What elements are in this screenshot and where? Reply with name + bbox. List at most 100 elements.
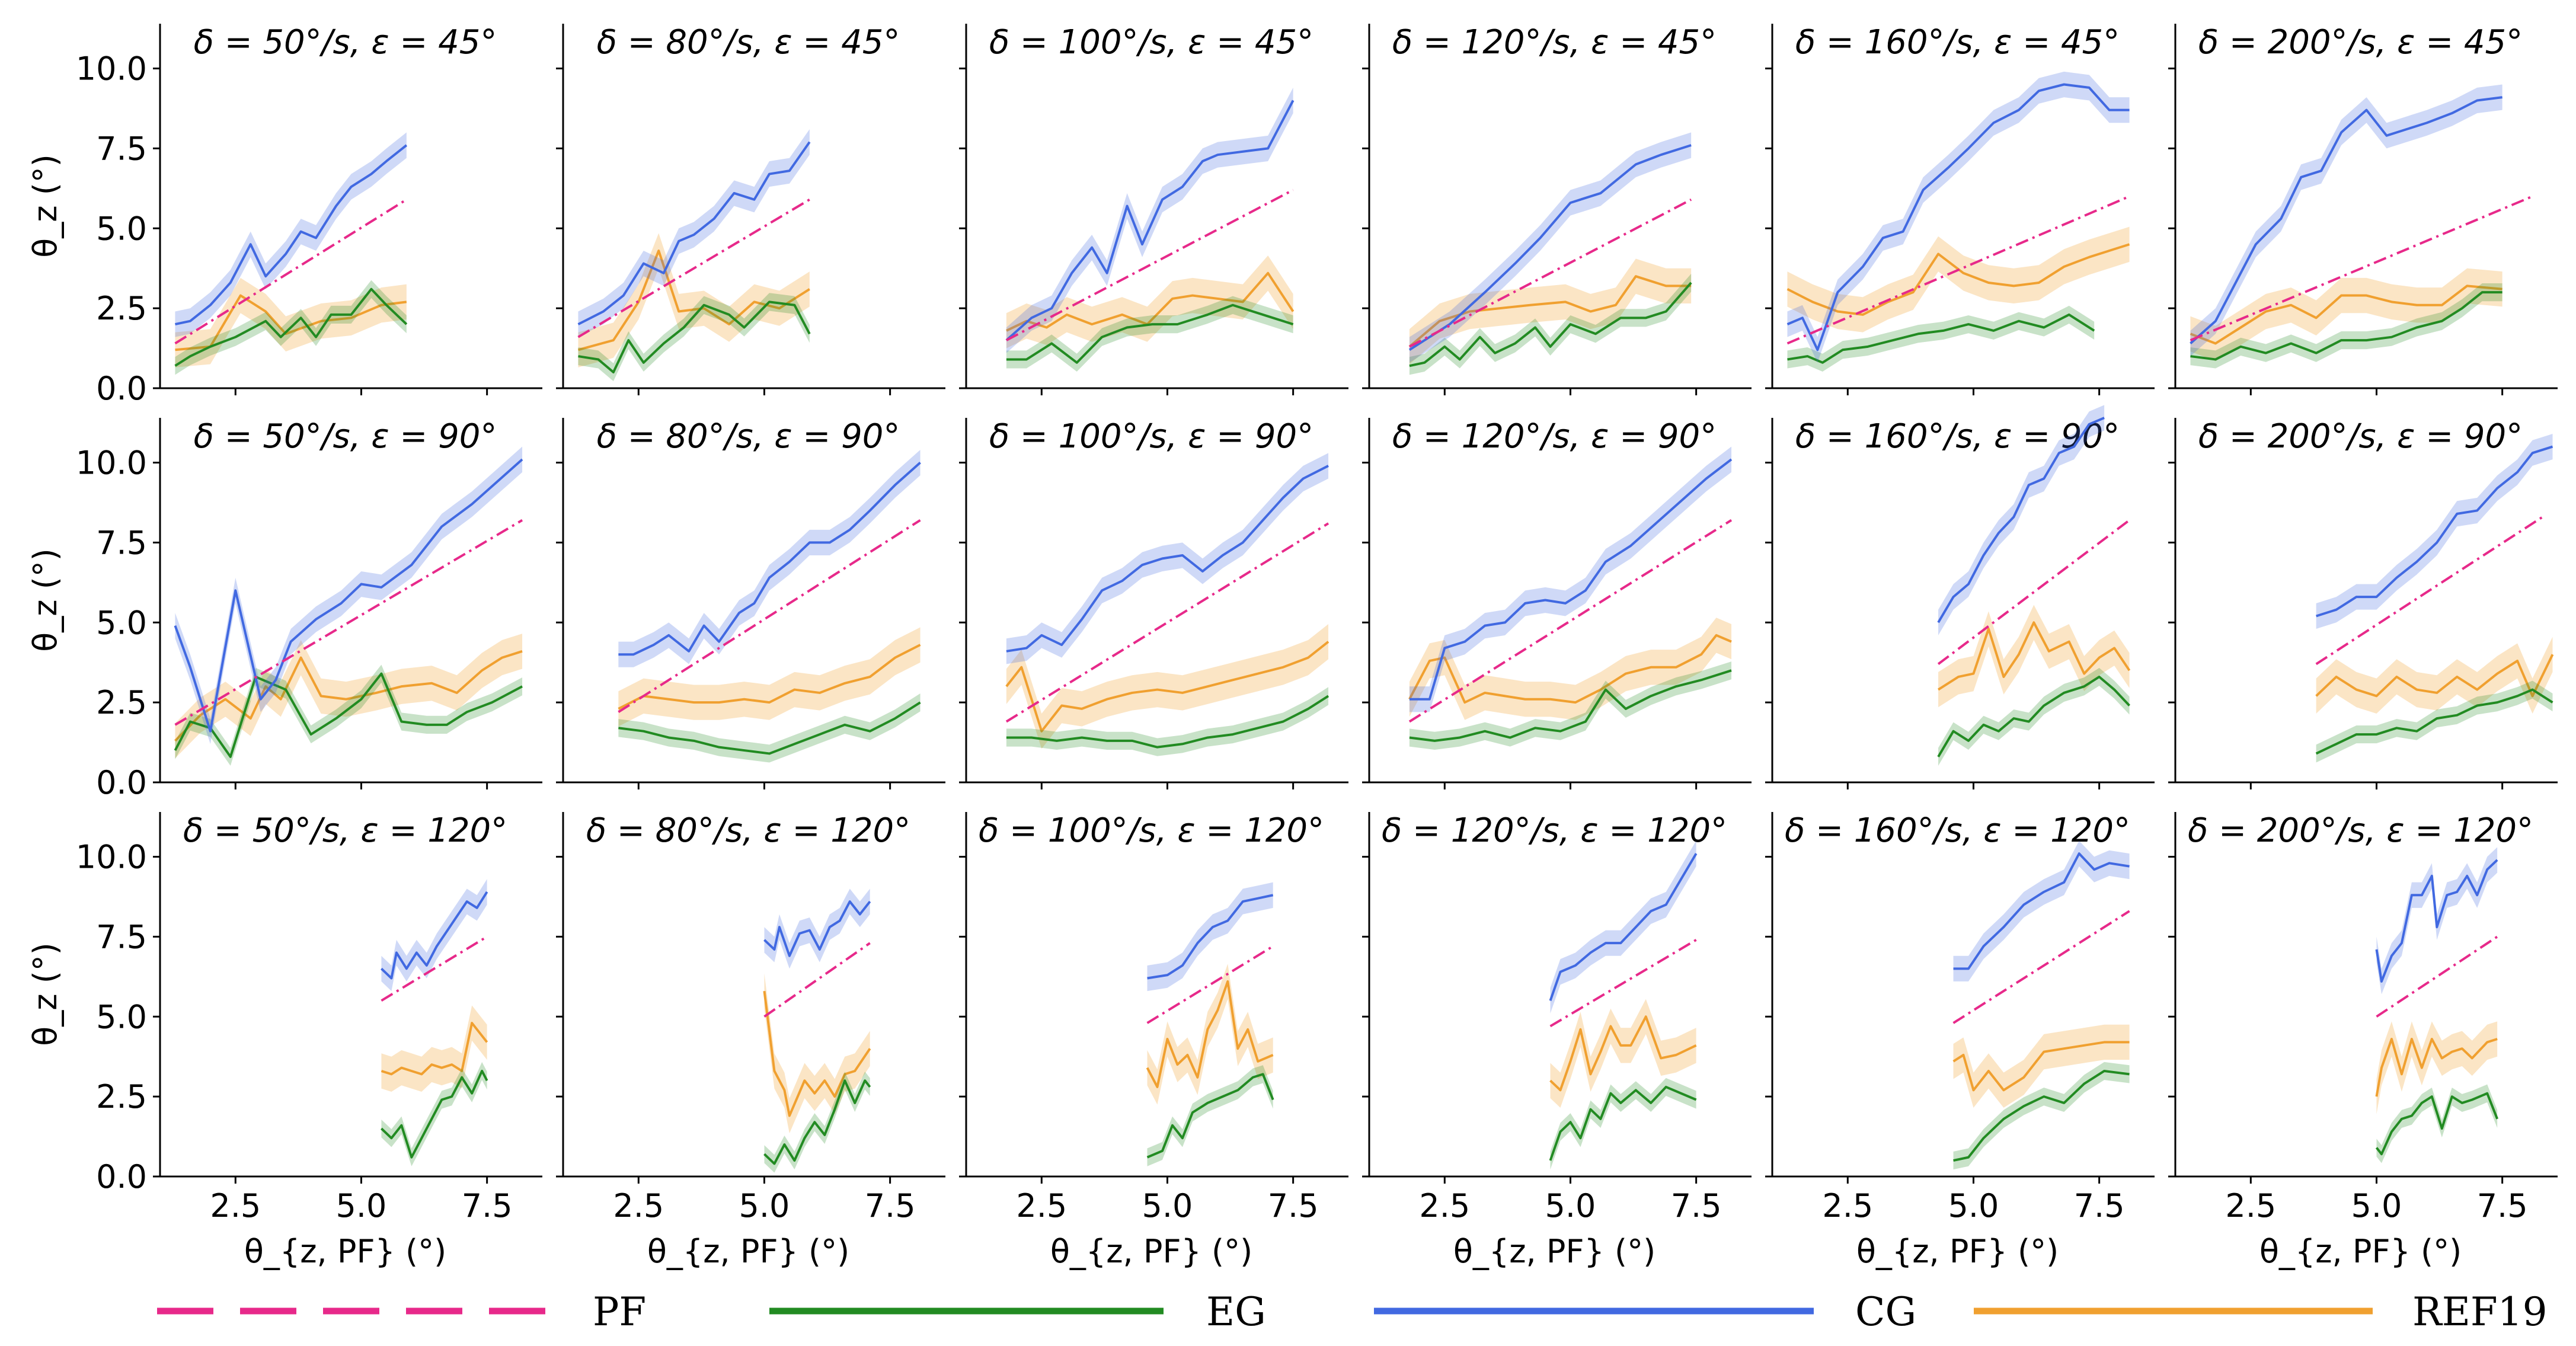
cg-ci-band (1409, 132, 1692, 363)
cg-ci-band (1409, 446, 1732, 712)
eg-ci-band (1550, 1078, 1696, 1170)
panel-r1-c2: δ = 80°/s, ε = 45° (556, 23, 945, 395)
cg-line (2316, 445, 2553, 618)
panel-title: δ = 200°/s, ε = 45° (2198, 23, 2523, 62)
panel-r3-c1: 0.0 2.5 5.0 7.5 10.0 2.5 5.0 7.5 θ_z (°) θ_{z, PF… (27, 811, 542, 1270)
pf-line (1005, 188, 1294, 341)
panel-r3-c6: 2.5 5.0 7.5 θ_{z, PF} (°) δ = 200°/s, ε = 12… (2168, 811, 2558, 1270)
panel-r2-c2: δ = 80°/s, ε = 90° (556, 417, 945, 789)
panel-title: δ = 50°/s, ε = 120° (183, 811, 507, 850)
ref19-line (618, 644, 921, 710)
y-tick-label: 5.0 (96, 210, 147, 247)
panel-title: δ = 100°/s, ε = 45° (989, 23, 1313, 62)
y-tick-label: 7.5 (96, 130, 147, 167)
y-tick-label: 5.0 (96, 998, 147, 1035)
legend-ref19-label: REF19 (2412, 1289, 2548, 1335)
eg-ci-band (1409, 273, 1692, 375)
cg-ci-band (175, 132, 407, 337)
panel-title: δ = 50°/s, ε = 45° (194, 23, 497, 62)
cg-line (1408, 144, 1692, 351)
y-tick-label: 2.5 (96, 1078, 147, 1115)
panel-title: δ = 80°/s, ε = 45° (597, 23, 900, 62)
ref19-line (1146, 980, 1274, 1088)
panel-r3-c5: 2.5 5.0 7.5 θ_{z, PF} (°) δ = 160°/s, ε = 12… (1765, 811, 2155, 1270)
panel-title: δ = 120°/s, ε = 90° (1392, 417, 1717, 456)
x-tick-label: 7.5 (1671, 1187, 1722, 1224)
cg-line (1937, 417, 2105, 624)
y-tick-label: 0.0 (96, 370, 147, 407)
cg-ci-band (2316, 433, 2553, 629)
eg-line (1953, 1069, 2130, 1162)
pf-line (174, 519, 523, 726)
pf-line (618, 519, 921, 714)
y-tick-label: 10.0 (76, 445, 147, 482)
eg-ci-band (2376, 1084, 2498, 1163)
x-axis-label: θ_{z, PF} (°) (1050, 1233, 1252, 1270)
x-tick-label: 2.5 (1419, 1187, 1470, 1224)
ref19-line (763, 990, 871, 1117)
panel-r1-c6: δ = 200°/s, ε = 45° (2168, 23, 2558, 395)
x-tick-label: 5.0 (2351, 1187, 2402, 1224)
y-tick-label: 2.5 (96, 684, 147, 721)
eg-ci-band (764, 1072, 870, 1173)
x-axis-label: θ_{z, PF} (°) (647, 1233, 849, 1270)
ref19-line (1786, 243, 2130, 316)
pf-line (2190, 195, 2533, 341)
pf-line (1549, 939, 1697, 1028)
eg-line (1787, 313, 2095, 364)
y-tick-label: 5.0 (96, 604, 147, 641)
legend-cg-label: CG (1855, 1289, 1916, 1335)
eg-ci-band (2316, 680, 2553, 763)
x-tick-label: 5.0 (1545, 1187, 1596, 1224)
x-tick-label: 5.0 (1948, 1187, 1999, 1224)
pf-line (577, 198, 810, 338)
x-axis-label: θ_{z, PF} (°) (244, 1233, 446, 1270)
ref19-ci-band (175, 634, 523, 759)
ref19-ci-band (1409, 258, 1692, 365)
x-tick-label: 7.5 (2074, 1187, 2125, 1224)
pf-line (1786, 195, 2130, 345)
panel-title: δ = 160°/s, ε = 120° (1785, 811, 2130, 850)
panel-title: δ = 100°/s, ε = 90° (989, 417, 1313, 456)
x-tick-label: 2.5 (2225, 1187, 2276, 1224)
y-axis-label: θ_z (°) (27, 548, 64, 652)
x-axis-label: θ_{z, PF} (°) (1453, 1233, 1655, 1270)
y-axis-label: θ_z (°) (27, 942, 64, 1046)
cg-ci-band (381, 879, 487, 992)
eg-ci-band (2190, 283, 2503, 369)
eg-ci-band (578, 293, 810, 382)
cg-line (2375, 859, 2498, 983)
ref19-ci-band (1938, 605, 2130, 708)
eg-line (2190, 291, 2503, 361)
panel-title: δ = 160°/s, ε = 45° (1795, 23, 2120, 62)
eg-ci-band (1006, 296, 1293, 372)
y-tick-label: 10.0 (76, 839, 147, 876)
x-axis-label: θ_{z, PF} (°) (1856, 1233, 2059, 1270)
pf-line (1952, 910, 2130, 1024)
panel-r1-c5: δ = 160°/s, ε = 45° (1765, 23, 2155, 395)
panel-title: δ = 120°/s, ε = 120° (1382, 811, 1727, 850)
cg-line (1005, 100, 1295, 341)
cg-ci-band (2190, 84, 2503, 357)
pf-line (174, 199, 407, 345)
ref19-ci-band (175, 277, 407, 367)
eg-line (618, 701, 921, 755)
ref19-ci-band (381, 1005, 487, 1092)
cg-line (1409, 458, 1733, 701)
eg-line (578, 300, 811, 374)
x-axis-label: θ_{z, PF} (°) (2259, 1233, 2462, 1270)
cg-line (1549, 853, 1698, 1001)
eg-ci-band (175, 664, 523, 766)
eg-line (174, 287, 408, 367)
y-tick-label: 10.0 (76, 50, 147, 88)
ref19-line (1952, 1041, 2130, 1092)
x-tick-label: 7.5 (462, 1187, 513, 1224)
pf-line (1937, 519, 2130, 665)
cg-line (175, 144, 408, 326)
cg-ci-band (1787, 71, 2130, 363)
panel-title: δ = 200°/s, ε = 120° (2188, 811, 2533, 850)
ref19-ci-band (1006, 624, 1329, 749)
ref19-line (1408, 634, 1732, 704)
ref19-line (1549, 1015, 1697, 1092)
cg-ci-band (1550, 840, 1696, 1014)
